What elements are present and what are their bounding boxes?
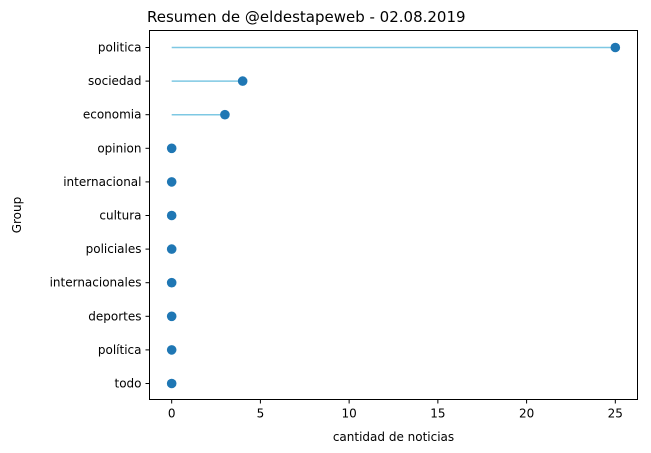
data-point (166, 244, 177, 254)
data-point (610, 42, 621, 53)
data-point (166, 143, 177, 154)
x-axis-label: cantidad de noticias (333, 430, 454, 444)
y-tick-label: politica (98, 41, 142, 55)
x-tick-label: 0 (168, 407, 176, 421)
y-tick-label: todo (114, 377, 141, 391)
y-tick-label: deportes (88, 309, 141, 323)
data-point (166, 210, 177, 221)
markers-layer (166, 42, 621, 389)
y-tick-label: internacionales (50, 276, 142, 290)
data-point (166, 177, 177, 187)
y-axis: politica sociedad economia opinion internaci… (50, 41, 150, 391)
y-tick-label: política (98, 343, 142, 357)
stems-layer (171, 46, 616, 116)
y-tick-label: policiales (86, 242, 142, 256)
data-point (237, 76, 248, 86)
data-point (166, 311, 177, 322)
y-tick-label: sociedad (88, 74, 142, 88)
x-tick-label: 15 (430, 407, 445, 421)
data-point (220, 109, 230, 120)
data-point (166, 277, 177, 288)
x-axis: 0 5 10 15 20 25 (168, 399, 623, 421)
x-tick-label: 5 (257, 407, 265, 421)
x-tick-label: 25 (608, 407, 623, 421)
y-tick-label: opinion (97, 141, 141, 155)
plot-frame (149, 30, 638, 400)
data-point (166, 378, 177, 389)
y-tick-label: internacional (63, 175, 141, 189)
y-tick-label: economia (83, 108, 142, 122)
data-point (166, 345, 177, 355)
chart-title: Resumen de @eldestapeweb - 02.08.2019 (147, 8, 466, 26)
x-tick-label: 20 (519, 407, 534, 421)
y-axis-label: Group (10, 197, 24, 234)
y-tick-label: cultura (99, 209, 141, 223)
x-tick-label: 10 (341, 407, 356, 421)
